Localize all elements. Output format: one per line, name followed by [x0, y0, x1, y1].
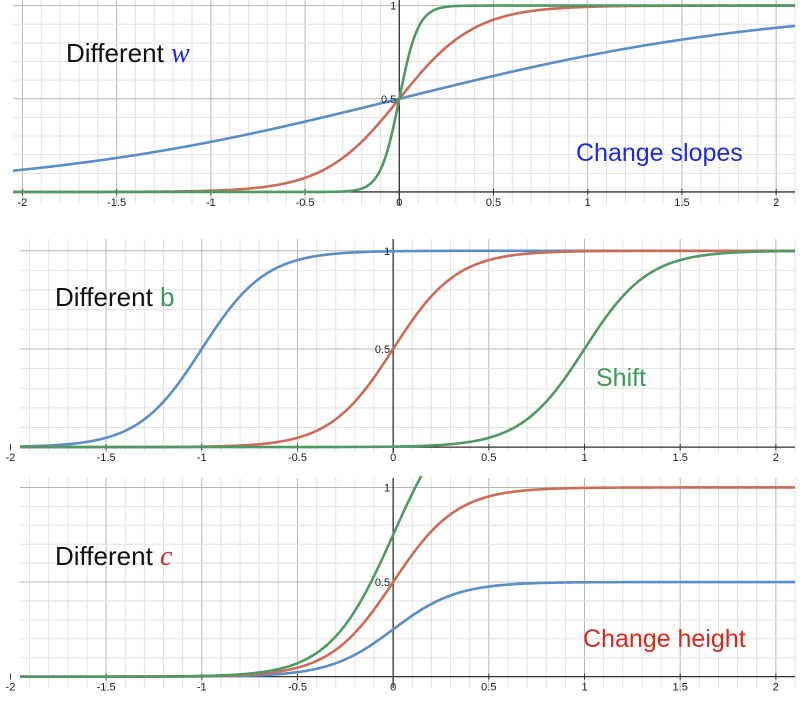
- series-line-w-green: [13, 4, 795, 194]
- x-tick-label-b: -0.5: [288, 452, 307, 464]
- panel-title-w: Different w: [66, 38, 190, 69]
- x-tick-label-c: 0.5: [481, 682, 496, 694]
- variable-w: w: [171, 38, 190, 69]
- panel-different-c: -2 -1.5 -1 -0.5 0 0.5 1 1.5 2 0.5 1 Different c Ch…: [6, 476, 796, 694]
- x-tick-label-c: 1.5: [673, 682, 688, 694]
- x-tick-label-c: 0: [390, 682, 396, 694]
- x-tick-label-w: 1.5: [674, 197, 689, 209]
- grid-different-c: [20, 478, 796, 688]
- x-tick-label-w: -0.5: [296, 197, 315, 209]
- variable-c: c: [160, 541, 173, 572]
- curves-different-b: [20, 249, 795, 449]
- annotation-change-slopes: Change slopes: [576, 139, 743, 167]
- x-tick-label-c: 1: [581, 682, 587, 694]
- x-tick-label-b: -2: [6, 452, 16, 464]
- grid-different-w: [13, 0, 796, 205]
- y-tick-label-c: 1: [384, 482, 390, 494]
- grid-different-b: [20, 239, 796, 453]
- x-tick-label-c: -2: [6, 682, 16, 694]
- x-tick-label-b: 1.5: [673, 452, 688, 464]
- y-tick-label-b: 1: [384, 246, 390, 258]
- x-tick-label-w: 1: [585, 197, 591, 209]
- panel-title-b: Different b: [55, 282, 174, 312]
- y-tick-label-c: 0.5: [375, 577, 390, 589]
- y-tick-label-w: 0.5: [381, 94, 396, 106]
- panel-different-w: -2 -1.5 -1 -0.5 0 0.5 1 1.5 2 0.5 1 Different w Ch…: [13, 0, 796, 209]
- series-line-c-green: [20, 476, 423, 678]
- axes-different-w: [13, 0, 795, 205]
- tick-labels-different-c: -2 -1.5 -1 -0.5 0 0.5 1 1.5 2 0.5 1: [6, 482, 779, 693]
- x-tick-label-w: 2: [773, 197, 779, 209]
- y-tick-label-b: 0.5: [375, 344, 390, 356]
- x-tick-label-b: 0: [390, 452, 396, 464]
- annotation-shift: Shift: [596, 364, 646, 392]
- tick-labels-different-w: -2 -1.5 -1 -0.5 0 0.5 1 1.5 2 0.5 1: [18, 1, 780, 209]
- x-tick-label-w: -1.5: [107, 197, 126, 209]
- y-tick-label-w: 1: [390, 1, 396, 13]
- x-tick-label-b: -1.5: [97, 452, 116, 464]
- curves-different-w: [13, 4, 795, 194]
- x-tick-label-c: -1: [197, 682, 207, 694]
- x-tick-label-b: -1: [197, 452, 207, 464]
- series-line-w-blue: [13, 24, 795, 172]
- x-tick-label-w: -2: [18, 197, 28, 209]
- annotation-change-height: Change height: [583, 625, 746, 653]
- x-tick-label-c: -0.5: [288, 682, 307, 694]
- variable-b: b: [160, 282, 174, 312]
- x-tick-label-c: 2: [773, 682, 779, 694]
- x-tick-label-w: 0: [396, 197, 402, 209]
- axes-different-b: [9, 239, 795, 453]
- panel-title-c: Different c: [55, 541, 173, 572]
- x-tick-label-c: -1.5: [97, 682, 116, 694]
- x-tick-label-b: 0.5: [481, 452, 496, 464]
- tick-labels-different-b: -2 -1.5 -1 -0.5 0 0.5 1 1.5 2 0.5 1: [6, 246, 779, 464]
- x-tick-label-w: -1: [206, 197, 216, 209]
- series-line-b-green: [20, 249, 795, 449]
- panel-different-b: -2 -1.5 -1 -0.5 0 0.5 1 1.5 2 0.5 1 Different b Sh…: [6, 239, 796, 464]
- curves-different-c: [20, 476, 795, 678]
- x-tick-label-b: 2: [773, 452, 779, 464]
- x-tick-label-b: 1: [581, 452, 587, 464]
- x-tick-label-w: 0.5: [486, 197, 501, 209]
